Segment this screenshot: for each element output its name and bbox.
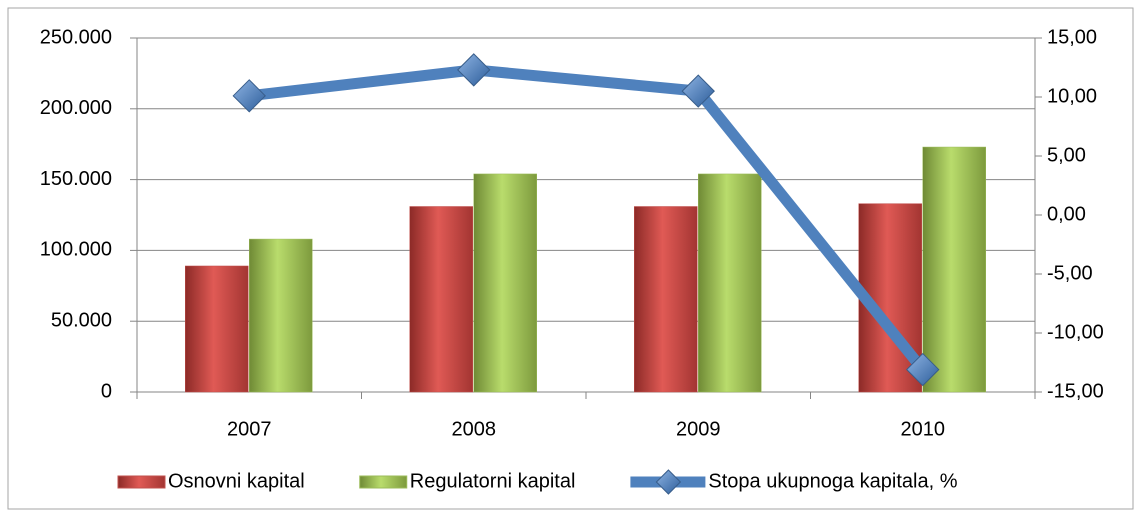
line-marker [457,53,491,87]
y2-tick-label: 5,00 [1047,144,1086,166]
y-tick-label: 200.000 [40,97,112,119]
y-tick-label: 0 [101,380,112,402]
line-marker [906,352,940,387]
bar [249,238,313,393]
y-tick-label: 100.000 [40,239,112,261]
legend-swatch [655,469,682,495]
y-tick-label: 250.000 [40,26,112,48]
line-series [248,64,928,374]
y2-tick-label: -10,00 [1047,321,1104,343]
bar [634,206,698,393]
y2-tick-label: 15,00 [1047,26,1097,48]
x-tick-label: 2010 [901,418,946,440]
bar [185,265,249,393]
y2-tick-label: 0,00 [1047,203,1086,225]
y-tick-label: 150.000 [40,168,112,190]
line-marker [681,74,715,108]
legend-swatch [359,475,408,489]
y2-tick-label: -15,00 [1047,380,1104,402]
x-tick-label: 2008 [452,418,497,440]
chart-frame [7,7,1134,510]
bar [473,173,537,393]
y2-tick-label: -5,00 [1047,262,1093,284]
y2-tick-label: 10,00 [1047,85,1097,107]
legend-label: Stopa ukupnoga kapitala, % [708,470,957,492]
legend-label: Regulatorni kapital [410,470,576,492]
bar [409,206,473,393]
x-tick-label: 2009 [676,418,721,440]
bar [698,173,762,393]
line-marker [232,79,266,113]
legend-swatch [117,475,166,489]
legend-label: Osnovni kapital [168,470,305,492]
x-tick-label: 2007 [227,418,272,440]
y-tick-label: 50.000 [51,309,112,331]
bar [922,146,986,393]
